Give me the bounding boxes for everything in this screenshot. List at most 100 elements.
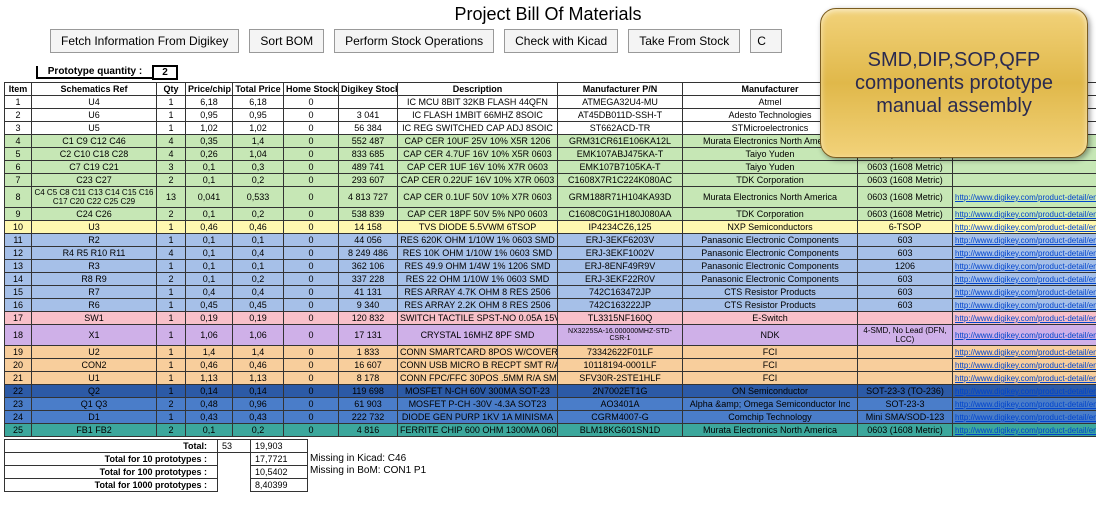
summary-table: Total:5319,903Total for 10 prototypes :1… [4,439,308,492]
btn-stock-ops[interactable]: Perform Stock Operations [334,29,494,53]
cell: DIODE GEN PURP 1KV 1A MINISMA [398,411,558,424]
cell: 1 [157,299,186,312]
table-row[interactable]: 7C23 C2720,10,20293 607CAP CER 0.22UF 16… [5,174,1096,187]
digikey-link[interactable]: http://www.digikey.com/product-detail/en… [955,348,1096,357]
btn-sort-bom[interactable]: Sort BOM [249,29,324,53]
table-row[interactable]: 13R310,10,10362 106RES 49.9 OHM 1/4W 1% … [5,260,1096,273]
btn-take-stock[interactable]: Take From Stock [628,29,740,53]
digikey-link[interactable]: http://www.digikey.com/product-detail/en… [955,400,1096,409]
cell: 0 [284,135,339,148]
cell: 18 [5,325,32,346]
cell: C23 C27 [32,174,157,187]
table-row[interactable]: 11R210,10,1044 056RES 620K OHM 1/10W 1% … [5,234,1096,247]
cell: 0 [284,346,339,359]
cell: C1608X7R1C224K080AC [558,174,683,187]
proto-qty-value[interactable]: 2 [152,65,178,80]
digikey-link[interactable]: http://www.digikey.com/product-detail/en… [955,262,1096,271]
digikey-link[interactable]: http://www.digikey.com/product-detail/en… [955,331,1096,340]
summary-price: 10,5402 [251,466,308,479]
btn-fetch-digikey[interactable]: Fetch Information From Digikey [50,29,239,53]
table-row[interactable]: 6C7 C19 C2130,10,30489 741CAP CER 1UF 16… [5,161,1096,174]
cell: Panasonic Electronic Components [683,273,858,286]
table-row[interactable]: 8C4 C5 C8 C11 C13 C14 C15 C16 C17 C20 C2… [5,187,1096,208]
cell: 0,35 [186,135,233,148]
cell: FCI [683,346,858,359]
cell: SWITCH TACTILE SPST-NO 0.05A 15V [398,312,558,325]
cell: 15 [5,286,32,299]
cell: R4 R5 R10 R11 [32,247,157,260]
digikey-link[interactable]: http://www.digikey.com/product-detail/en… [955,223,1096,232]
summary-qty: 53 [218,440,251,453]
cell: 0 [284,325,339,346]
table-row[interactable]: 16R610,450,4509 340RES ARRAY 2.2K OHM 8 … [5,299,1096,312]
cell: 0 [284,221,339,234]
table-row[interactable]: 23Q1 Q320,480,96061 903MOSFET P-CH -30V … [5,398,1096,411]
cell: 3 [5,122,32,135]
cell: CONN USB MICRO B RECPT SMT R/A [398,359,558,372]
cell: 0 [284,260,339,273]
cell: 10 [5,221,32,234]
table-row[interactable]: 17SW110,190,190120 832SWITCH TACTILE SPS… [5,312,1096,325]
cell: http://www.digikey.com/product-detail/en… [953,208,1096,221]
cell: 538 839 [339,208,398,221]
cell: RES 10K OHM 1/10W 1% 0603 SMD [398,247,558,260]
cell: 1,13 [186,372,233,385]
digikey-link[interactable]: http://www.digikey.com/product-detail/en… [955,426,1096,435]
table-row[interactable]: 14R8 R920,10,20337 228RES 22 OHM 1/10W 1… [5,273,1096,286]
cell: 1 [157,286,186,299]
cell: 0,041 [186,187,233,208]
digikey-link[interactable]: http://www.digikey.com/product-detail/en… [955,387,1096,396]
cell: 0,14 [233,385,284,398]
cell: 5 [5,148,32,161]
cell: 1,06 [186,325,233,346]
table-row[interactable]: 19U211,41,401 833CONN SMARTCARD 8POS W/C… [5,346,1096,359]
table-row[interactable]: 21U111,131,1308 178CONN FPC/FFC 30POS .5… [5,372,1096,385]
cell: 0 [284,359,339,372]
cell [858,312,953,325]
cell: 1 833 [339,346,398,359]
cell: 1 [157,325,186,346]
table-row[interactable]: 15R710,40,4041 131RES ARRAY 4.7K OHM 8 R… [5,286,1096,299]
cell: FCI [683,359,858,372]
cell: 1 [157,312,186,325]
table-row[interactable]: 10U310,460,46014 158TVS DIODE 5.5VWM 6TS… [5,221,1096,234]
cell: EMK107B7105KA-T [558,161,683,174]
cell: BLM18KG601SN1D [558,424,683,437]
table-row[interactable]: 24D110,430,430222 732DIODE GEN PURP 1KV … [5,411,1096,424]
table-row[interactable]: 9C24 C2620,10,20538 839CAP CER 18PF 50V … [5,208,1096,221]
table-row[interactable]: 25FB1 FB220,10,204 816FERRITE CHIP 600 O… [5,424,1096,437]
digikey-link[interactable]: http://www.digikey.com/product-detail/en… [955,361,1096,370]
digikey-link[interactable]: http://www.digikey.com/product-detail/en… [955,193,1096,202]
digikey-link[interactable]: http://www.digikey.com/product-detail/en… [955,210,1096,219]
col-header: Schematics Ref [32,83,157,96]
table-row[interactable]: 12R4 R5 R10 R1140,10,408 249 486RES 10K … [5,247,1096,260]
cell: CAP CER 10UF 25V 10% X5R 1206 [398,135,558,148]
cell: 0,95 [233,109,284,122]
btn-check-kicad[interactable]: Check with Kicad [504,29,618,53]
cell: SOT-23-3 (TO-236) [858,385,953,398]
cell: 2 [5,109,32,122]
cell: 17 [5,312,32,325]
cell: 17 131 [339,325,398,346]
cell: Alpha &amp; Omega Semiconductor Inc [683,398,858,411]
btn-cutoff[interactable]: C [750,29,782,53]
table-row[interactable]: 20CON210,460,46016 607CONN USB MICRO B R… [5,359,1096,372]
digikey-link[interactable]: http://www.digikey.com/product-detail/en… [955,413,1096,422]
digikey-link[interactable]: http://www.digikey.com/product-detail/en… [955,288,1096,297]
digikey-link[interactable]: http://www.digikey.com/product-detail/en… [955,374,1096,383]
table-row[interactable]: 22Q210,140,140119 698MOSFET N-CH 60V 300… [5,385,1096,398]
digikey-link[interactable]: http://www.digikey.com/product-detail/en… [955,249,1096,258]
cell: 0 [284,109,339,122]
cell: 119 698 [339,385,398,398]
digikey-link[interactable]: http://www.digikey.com/product-detail/en… [955,236,1096,245]
cell: 362 106 [339,260,398,273]
col-header: Description [398,83,558,96]
cell: 0603 (1608 Metric) [858,424,953,437]
digikey-link[interactable]: http://www.digikey.com/product-detail/en… [955,275,1096,284]
cell: IP4234CZ6,125 [558,221,683,234]
digikey-link[interactable]: http://www.digikey.com/product-detail/en… [955,314,1096,323]
cell: Panasonic Electronic Components [683,234,858,247]
table-row[interactable]: 18X111,061,06017 131CRYSTAL 16MHZ 8PF SM… [5,325,1096,346]
cell: R3 [32,260,157,273]
digikey-link[interactable]: http://www.digikey.com/product-detail/en… [955,301,1096,310]
